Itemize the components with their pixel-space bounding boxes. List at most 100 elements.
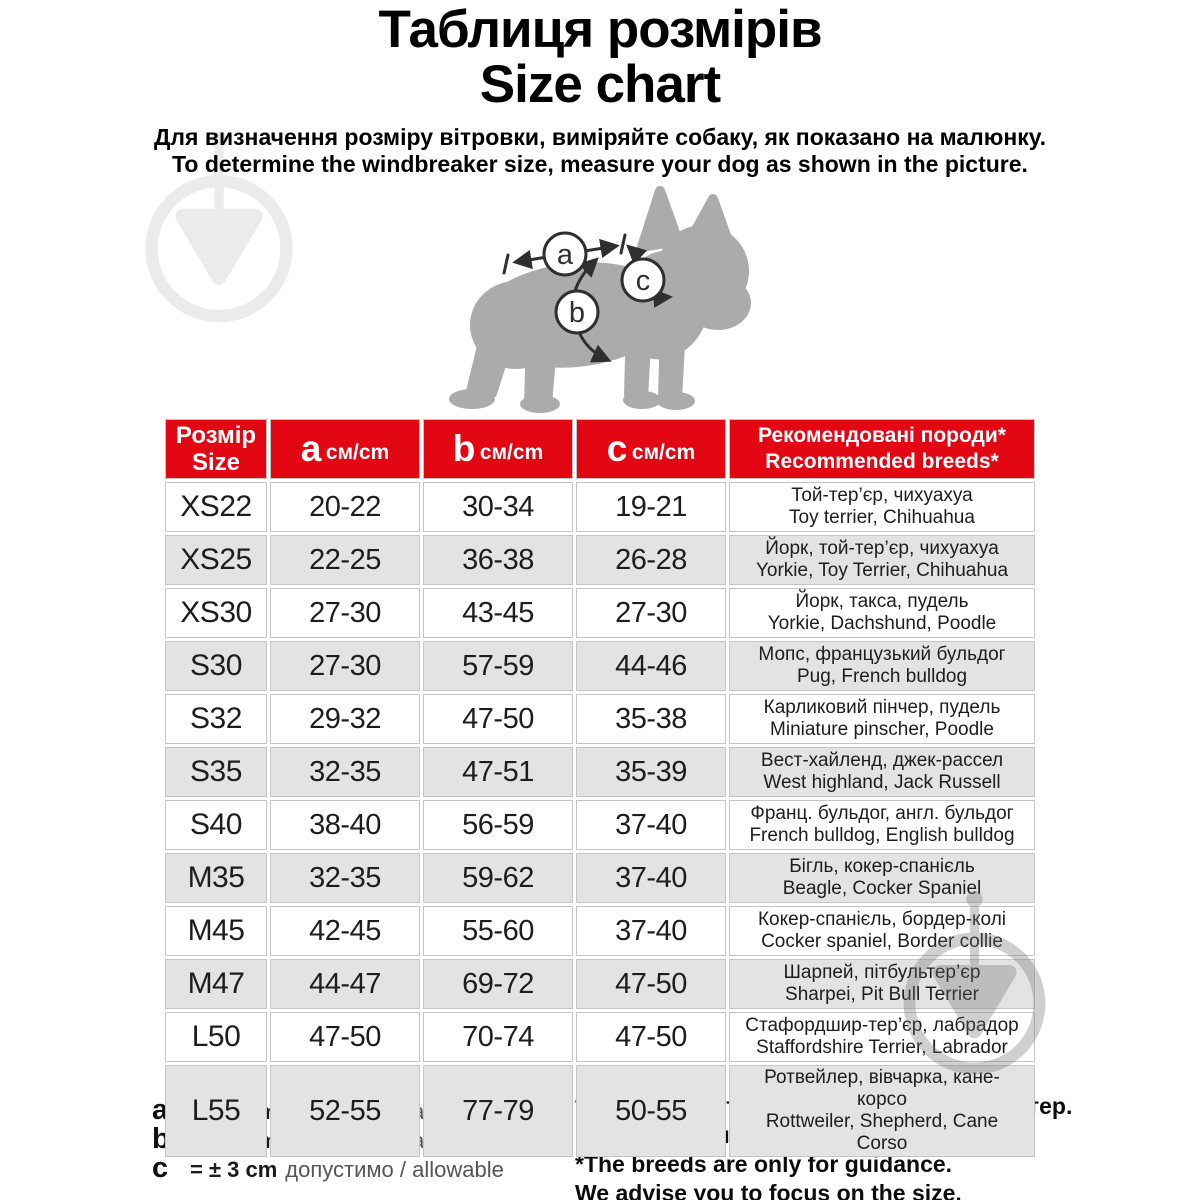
cell-size: S32 <box>165 694 267 744</box>
table-row: XS22 20-22 30-34 19-21 Той-тер’єр, чихуа… <box>165 482 1035 532</box>
breeds-en: Cocker spaniel, Border collie <box>761 931 1003 952</box>
breeds-uk: Франц. бульдог, англ. бульдог <box>750 803 1014 824</box>
breeds-uk: Той-тер’єр, чихуахуа <box>791 485 973 506</box>
table-row: M45 42-45 55-60 37-40 Кокер-спанієль, бо… <box>165 906 1035 956</box>
cell-breeds: Карликовий пінчер, пудель Miniature pins… <box>729 694 1035 744</box>
cell-b: 47-51 <box>423 747 573 797</box>
cell-size: M47 <box>165 959 267 1009</box>
breeds-en: Sharpei, Pit Bull Terrier <box>785 984 979 1005</box>
cell-breeds: Франц. бульдог, англ. бульдог French bul… <box>729 800 1035 850</box>
cell-b: 56-59 <box>423 800 573 850</box>
cell-breeds: Йорк, той-тер’єр, чихуахуа Yorkie, Toy T… <box>729 535 1035 585</box>
measurement-c-badge <box>620 257 666 303</box>
subtitle-uk: Для визначення розміру вітровки, виміряй… <box>154 124 1046 150</box>
page-title-en: Size chart <box>479 55 721 114</box>
table-row: M35 32-35 59-62 37-40 Бігль, кокер-спані… <box>165 853 1035 903</box>
cell-size: S35 <box>165 747 267 797</box>
cell-c: 26-28 <box>576 535 726 585</box>
size-table-header: Розмір Size a см/cm b см/cm c см/cm Реко… <box>165 419 1035 479</box>
cell-b: 77-79 <box>423 1065 573 1157</box>
cell-breeds: Вест-хайленд, джек-рассел West highland,… <box>729 747 1035 797</box>
footnote-en-2: We advise you to focus on the size. <box>575 1180 962 1200</box>
cell-size: XS30 <box>165 588 267 638</box>
table-row: XS30 27-30 43-45 27-30 Йорк, такса, пуде… <box>165 588 1035 638</box>
cell-b: 70-74 <box>423 1012 573 1062</box>
page-title-uk: Таблиця розмірів <box>378 0 822 59</box>
cell-b: 59-62 <box>423 853 573 903</box>
size-table-body: XS22 20-22 30-34 19-21 Той-тер’єр, чихуа… <box>165 482 1035 1157</box>
cell-c: 37-40 <box>576 800 726 850</box>
cell-size: L50 <box>165 1012 267 1062</box>
cell-b: 69-72 <box>423 959 573 1009</box>
cell-a: 44-47 <box>270 959 420 1009</box>
col-header-size: Розмір Size <box>165 419 267 479</box>
col-header-c: c см/cm <box>576 419 726 479</box>
page-header: Таблиця розмірів Size chart Для визначен… <box>0 2 1200 178</box>
cell-b: 47-50 <box>423 694 573 744</box>
cell-size: M45 <box>165 906 267 956</box>
breeds-en: French bulldog, English bulldog <box>749 825 1015 846</box>
breeds-en: Yorkie, Toy Terrier, Chihuahua <box>755 560 1009 581</box>
measurement-c-label: c <box>636 265 651 297</box>
breeds-en: Staffordshire Terrier, Labrador <box>756 1037 1008 1058</box>
cell-b: 55-60 <box>423 906 573 956</box>
breeds-uk: Йорк, такса, пудель <box>795 591 969 612</box>
cell-c: 27-30 <box>576 588 726 638</box>
cell-a: 42-45 <box>270 906 420 956</box>
breeds-en: West highland, Jack Russell <box>763 772 1001 793</box>
measurement-a-badge <box>542 231 588 277</box>
table-row: S40 38-40 56-59 37-40 Франц. бульдог, ан… <box>165 800 1035 850</box>
measurement-a-tick-right <box>619 233 627 255</box>
cell-size: XS25 <box>165 535 267 585</box>
breeds-uk: Бігль, кокер-спанієль <box>789 856 975 877</box>
cell-breeds: Стафордшир-тер’єр, лабрадор Staffordshir… <box>729 1012 1035 1062</box>
dog-measurement-diagram: a b c <box>449 186 751 413</box>
subtitle-en: To determine the windbreaker size, measu… <box>172 151 1028 177</box>
table-row: L50 47-50 70-74 47-50 Стафордшир-тер’єр,… <box>165 1012 1035 1062</box>
tolerance-c: c = ± 3 cm допустимо / allowable <box>152 1152 504 1184</box>
cell-breeds: Шарпей, пітбультер’єр Sharpei, Pit Bull … <box>729 959 1035 1009</box>
dog-silhouette <box>449 186 751 413</box>
cell-c: 35-39 <box>576 747 726 797</box>
col-header-b: b см/cm <box>423 419 573 479</box>
cell-size: XS22 <box>165 482 267 532</box>
cell-breeds: Ротвейлер, вівчарка, кане-корсо Rottweil… <box>729 1065 1035 1157</box>
col-header-breeds: Рекомендовані породи* Recommended breeds… <box>729 419 1035 479</box>
table-row: XS25 22-25 36-38 26-28 Йорк, той-тер’єр,… <box>165 535 1035 585</box>
cell-a: 27-30 <box>270 641 420 691</box>
cell-c: 35-38 <box>576 694 726 744</box>
table-row: S30 27-30 57-59 44-46 Мопс, французький … <box>165 641 1035 691</box>
breeds-uk: Шарпей, пітбультер’єр <box>783 962 981 983</box>
cell-c: 19-21 <box>576 482 726 532</box>
cell-c: 44-46 <box>576 641 726 691</box>
measurement-a-label: a <box>557 239 574 271</box>
breeds-en: Beagle, Cocker Spaniel <box>782 878 982 899</box>
table-row: M47 44-47 69-72 47-50 Шарпей, пітбультер… <box>165 959 1035 1009</box>
breeds-uk: Кокер-спанієль, бордер-колі <box>757 909 1007 930</box>
cell-c: 50-55 <box>576 1065 726 1157</box>
header-row: Розмір Size a см/cm b см/cm c см/cm Реко… <box>165 419 1035 479</box>
breeds-uk: Карликовий пінчер, пудель <box>763 697 1001 718</box>
cell-size: S40 <box>165 800 267 850</box>
breeds-en: Yorkie, Dachshund, Poodle <box>767 613 997 634</box>
cell-b: 36-38 <box>423 535 573 585</box>
cell-b: 30-34 <box>423 482 573 532</box>
cell-c: 47-50 <box>576 1012 726 1062</box>
breeds-uk: Ротвейлер, вівчарка, кане-корсо <box>764 1067 1000 1110</box>
breeds-en: Rottweiler, Shepherd, Cane Corso <box>765 1111 999 1154</box>
cell-a: 27-30 <box>270 588 420 638</box>
measurement-b-badge <box>554 289 600 335</box>
cell-breeds: Бігль, кокер-спанієль Beagle, Cocker Spa… <box>729 853 1035 903</box>
cell-breeds: Кокер-спанієль, бордер-колі Cocker spani… <box>729 906 1035 956</box>
cell-size: L55 <box>165 1065 267 1157</box>
table-row: L55 52-55 77-79 50-55 Ротвейлер, вівчарк… <box>165 1065 1035 1157</box>
cell-size: S30 <box>165 641 267 691</box>
breeds-en: Toy terrier, Chihuahua <box>789 507 975 528</box>
cell-a: 20-22 <box>270 482 420 532</box>
breeds-uk: Йорк, той-тер’єр, чихуахуа <box>765 538 999 559</box>
table-row: S32 29-32 47-50 35-38 Карликовий пінчер,… <box>165 694 1035 744</box>
cell-breeds: Йорк, такса, пудель Yorkie, Dachshund, P… <box>729 588 1035 638</box>
cell-c: 47-50 <box>576 959 726 1009</box>
cell-b: 57-59 <box>423 641 573 691</box>
